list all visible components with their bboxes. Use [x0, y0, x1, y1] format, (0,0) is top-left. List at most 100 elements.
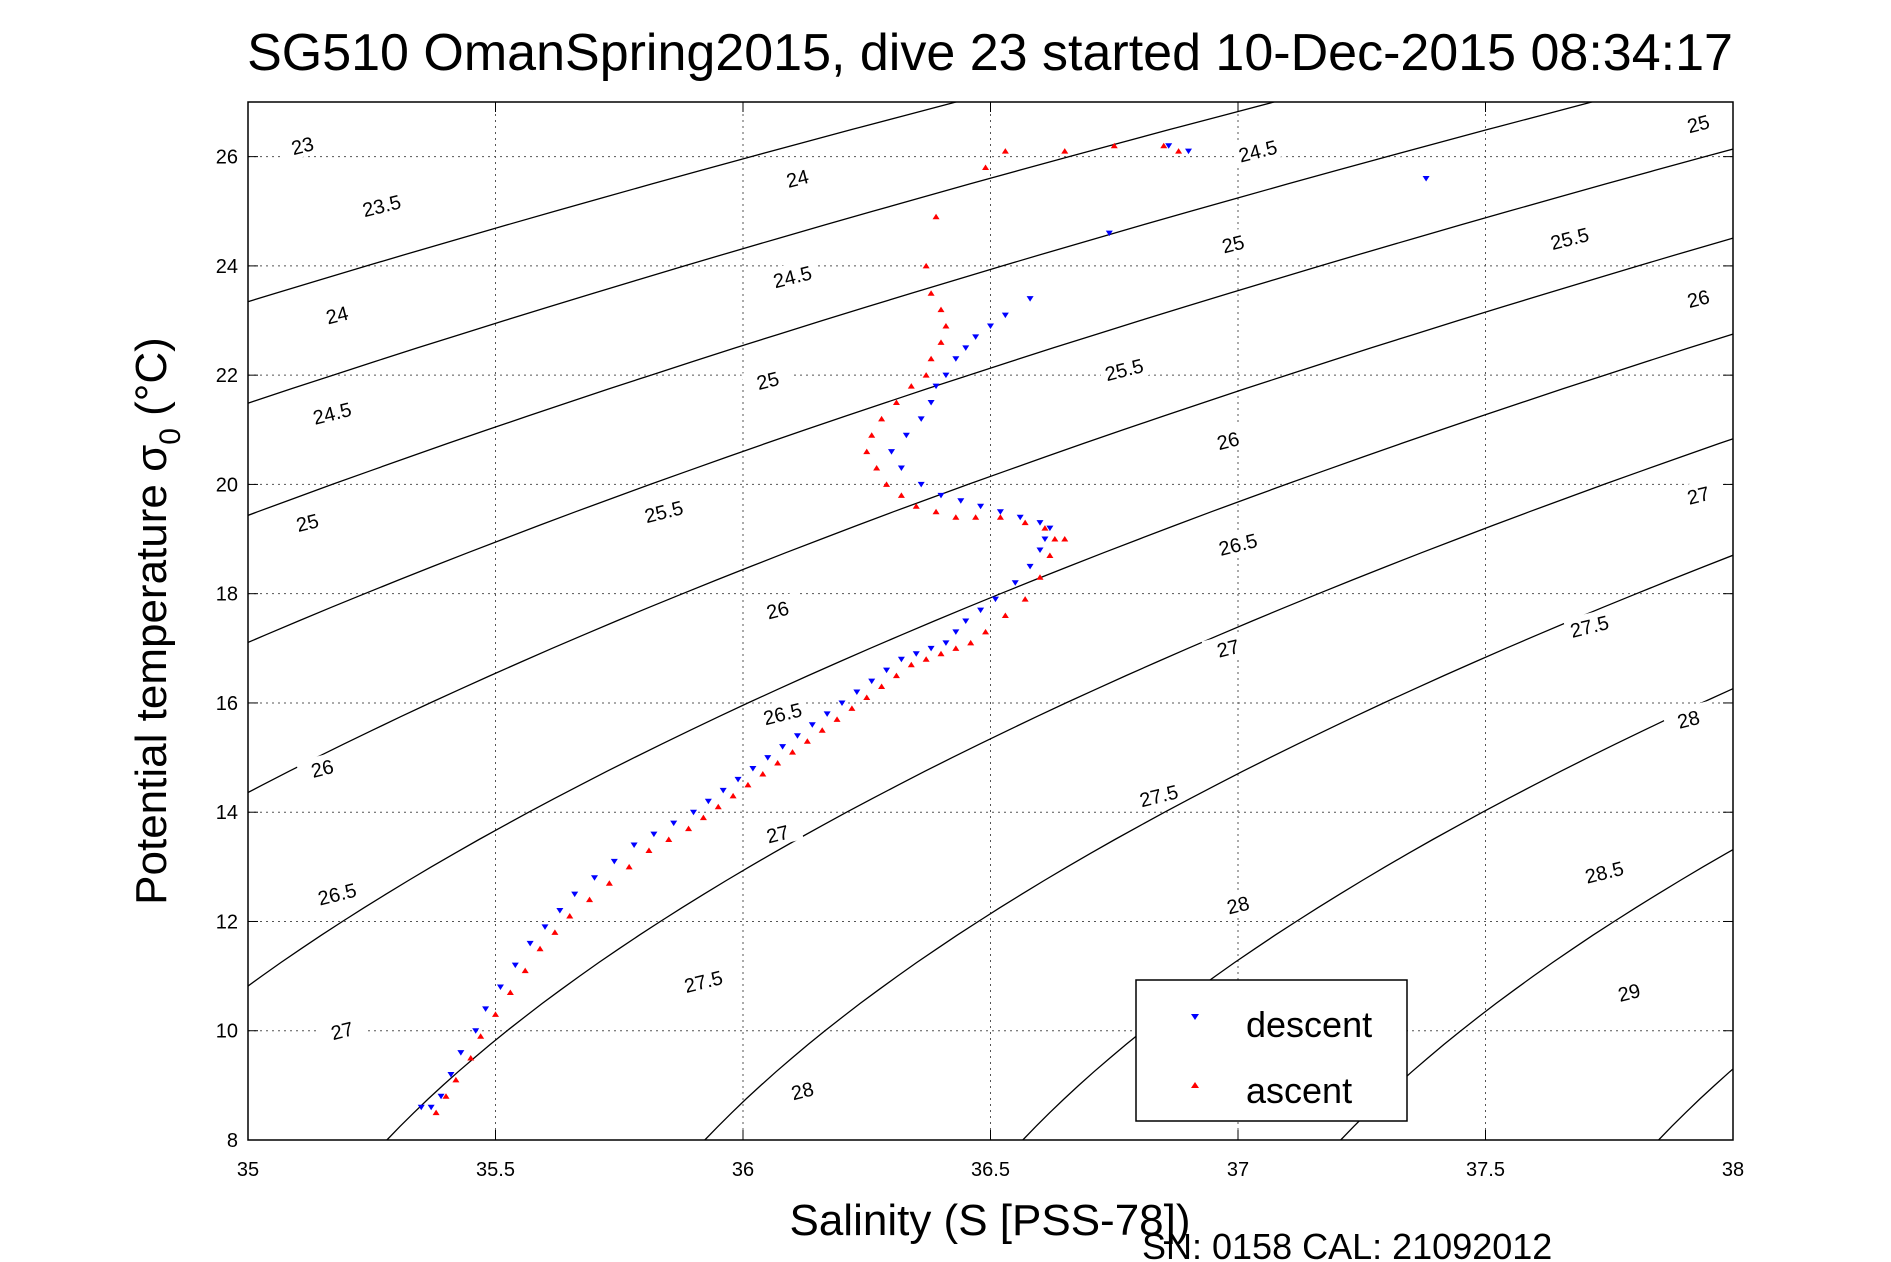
data-point-descent	[704, 798, 712, 805]
isopycnal-label-text: 26	[764, 598, 791, 625]
data-point-ascent	[774, 760, 782, 766]
data-point-ascent	[729, 792, 737, 799]
data-point-descent	[556, 908, 564, 914]
isopycnal-label-background	[355, 187, 408, 223]
grid-lines	[248, 102, 1733, 1140]
data-point-descent	[932, 383, 940, 390]
isopycnal-label: 23	[276, 127, 329, 163]
legend-box	[1135, 979, 1408, 1122]
data-point-ascent	[878, 415, 886, 422]
data-point-ascent	[922, 262, 930, 269]
isopycnal-label: 24	[771, 160, 824, 195]
isopycnal-label-background	[771, 160, 824, 195]
data-point-descent	[942, 372, 950, 379]
isopycnal-label-background	[1671, 280, 1725, 316]
data-point-ascent	[883, 481, 891, 487]
isopycnal-label-background	[276, 127, 329, 163]
data-point-descent	[957, 498, 965, 504]
data-point-ascent	[1175, 148, 1183, 154]
data-point-descent	[1165, 143, 1173, 149]
data-point-ascent	[1021, 519, 1029, 526]
data-point-ascent	[744, 781, 752, 788]
data-point-ascent	[996, 514, 1004, 520]
legend-label-ascent: ascent	[1246, 1070, 1352, 1111]
isopycnal-label-background	[1201, 629, 1255, 665]
legend-item-descent: descent	[1191, 1004, 1372, 1045]
data-point-ascent	[833, 716, 841, 722]
data-point-ascent	[685, 825, 693, 832]
data-point-descent	[902, 432, 910, 439]
chart-title: SG510 OmanSpring2015, dive 23 started 10…	[247, 24, 1733, 82]
data-point-descent	[571, 891, 579, 898]
data-point-ascent	[759, 770, 767, 777]
data-point-ascent	[848, 705, 856, 711]
data-point-ascent	[907, 661, 915, 668]
data-point-descent	[1036, 547, 1044, 553]
isopycnal-label-background	[280, 504, 334, 540]
data-point-descent	[734, 776, 742, 783]
data-point-descent	[912, 651, 920, 657]
isopycnal-label: 25	[741, 362, 794, 398]
isopycnal-label-background	[310, 875, 364, 911]
x-tick-label: 37	[1227, 1159, 1249, 1181]
data-point-ascent	[442, 1093, 450, 1099]
isopycnal-label-text: 27	[1685, 483, 1712, 510]
isopycnal-label: 25	[1671, 105, 1725, 141]
isopycnal-label-text: 29	[1616, 980, 1643, 1007]
y-tick-label: 16	[216, 693, 238, 715]
data-point-descent	[447, 1071, 455, 1078]
data-point-ascent	[868, 432, 876, 438]
data-point-descent	[1185, 148, 1192, 155]
data-point-ascent	[1160, 142, 1168, 149]
isopycnal-label: 25	[1206, 225, 1259, 261]
data-point-ascent	[625, 863, 633, 870]
data-point-descent	[437, 1093, 445, 1100]
data-point-ascent	[922, 372, 930, 378]
data-point-descent	[1046, 525, 1054, 532]
isopycnal-label: 24.5	[305, 394, 359, 430]
data-point-descent	[1105, 230, 1113, 237]
isopycnal-line	[248, 102, 1595, 517]
isopycnal-line	[248, 148, 1733, 644]
data-point-descent	[897, 656, 905, 663]
isopycnal-line	[248, 237, 1733, 794]
data-point-descent	[496, 984, 504, 991]
data-point-ascent	[521, 967, 529, 974]
isopycnal-label-text: 23	[289, 133, 316, 160]
data-point-descent	[823, 711, 831, 717]
data-point-descent	[526, 940, 534, 947]
isopycnal-label: 26.5	[310, 875, 364, 911]
isopycnal-label-text: 25	[294, 510, 321, 537]
data-point-ascent	[927, 355, 935, 362]
data-point-descent	[630, 842, 638, 848]
x-tick-label: 35.5	[476, 1159, 515, 1181]
y-tick-label: 14	[216, 802, 238, 824]
data-point-descent	[808, 722, 816, 728]
isopycnal-label: 24	[310, 296, 364, 332]
plot-area: 2323.52424.5252626.5272424.52525.52626.5…	[216, 101, 1744, 1181]
data-point-ascent	[645, 847, 653, 853]
data-point-ascent	[1061, 148, 1069, 154]
data-point-descent	[917, 481, 925, 488]
isopycnal-label-text: 28	[1675, 707, 1702, 734]
isopycnal-label-background	[766, 258, 819, 294]
data-point-ascent	[1021, 596, 1029, 602]
data-point-descent	[838, 700, 846, 706]
data-point-ascent	[967, 639, 975, 646]
isopycnal-label-background	[741, 362, 794, 398]
data-point-descent	[996, 509, 1004, 515]
isopycnal-label-background	[1231, 132, 1284, 168]
data-point-descent	[457, 1050, 465, 1056]
data-point-ascent	[789, 749, 796, 755]
data-point-ascent	[912, 503, 920, 509]
isopycnal-line	[1339, 848, 1733, 1140]
isopycnal-label: 26.5	[1211, 526, 1264, 561]
isopycnal-line	[248, 102, 1277, 404]
data-point-ascent	[897, 492, 905, 498]
data-point-ascent	[605, 880, 613, 886]
isopycnal-label-background	[1671, 476, 1725, 512]
data-point-ascent	[714, 803, 722, 810]
data-point-ascent	[932, 508, 940, 515]
isopycnal-label-text: 28	[789, 1078, 816, 1105]
